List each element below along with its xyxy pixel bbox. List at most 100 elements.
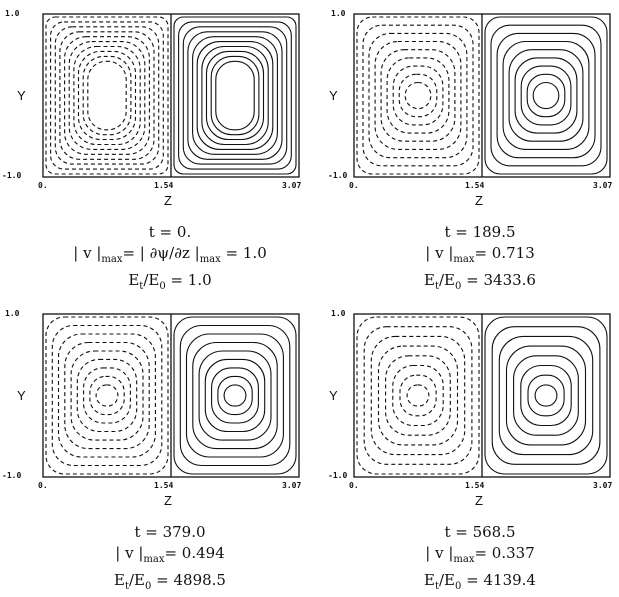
caption-2: t = 189.5 | v |max= 0.713 Et/E0 = 3433.6 [330,222,619,297]
time-label: t = 379.0 [134,523,206,541]
contour-line-solid [508,49,584,142]
contour-line-dashed [95,384,119,407]
x-tick-left: 0. [38,181,48,190]
x-tick-mid: 1.54 [465,481,485,490]
contour-line-dashed [45,16,169,175]
contour-line-dashed [73,45,141,146]
contour-line-solid [192,36,278,155]
contour-line-solid [173,316,297,475]
x-tick-right: 3.07 [593,481,613,490]
contour-line-dashed [45,316,169,475]
contour-plot-1 [42,13,300,178]
contour-line-solid [211,367,259,424]
contour-line-solid [491,326,601,465]
energy-label: Et/E0 = 1.0 [128,271,212,292]
contour-line-dashed [406,384,430,407]
x-tick-left: 0. [38,481,48,490]
contour-line-dashed [76,358,138,433]
caption-1: t = 0. | v |max= | ∂ψ/∂z |max = 1.0 Et/E… [20,222,320,297]
contour-line-solid [532,81,560,110]
contour-line-solid [513,355,579,436]
contour-line-solid [196,41,274,150]
contour-line-dashed [380,49,456,142]
contour-line-dashed [370,335,466,456]
x-axis-label: Z [475,193,483,208]
caption-3: t = 379.0 | v |max= 0.494 Et/E0 = 4898.5 [20,522,320,597]
contour-line-solid [496,32,596,159]
contour-line-solid [182,26,288,165]
y-axis-label: Y [329,88,338,103]
x-axis-label: Z [475,493,483,508]
caption-4: t = 568.5 | v |max= 0.337 Et/E0 = 4139.4 [330,522,619,597]
velocity-label: | v |max= | ∂ψ/∂z |max = 1.0 [73,244,267,265]
velocity-label: | v |max= 0.494 [115,544,225,565]
x-tick-left: 0. [349,181,359,190]
x-tick-mid: 1.54 [154,181,174,190]
contour-line-solid [215,60,255,131]
x-axis-label: Z [164,193,172,208]
contour-line-dashed [82,55,132,136]
velocity-label: | v |max= 0.337 [425,544,535,565]
contour-line-dashed [363,326,473,465]
contour-line-dashed [50,21,164,170]
contour-line-dashed [64,341,150,450]
y-axis-label: Y [17,388,26,403]
contour-line-dashed [404,81,432,110]
contour-line-dashed [362,24,474,167]
contour-line-solid [526,73,566,118]
contour-line-solid [502,40,590,150]
contour-line-solid [484,316,608,475]
contour-line-solid [201,45,269,146]
contour-line-solid [192,341,278,450]
contour-line-solid [210,55,260,136]
contour-line-solid [205,50,265,141]
contour-line-dashed [51,324,163,467]
y-tick-bottom: -1.0 [328,471,348,480]
contour-plot-3 [42,313,300,478]
contour-plot-4 [353,313,611,478]
y-tick-top: 1.0 [331,9,346,18]
contour-line-dashed [386,57,450,134]
contour-line-solid [204,358,266,433]
contour-line-solid [187,31,283,160]
contour-line-dashed [356,316,480,475]
time-label: t = 568.5 [444,523,516,541]
contour-line-dashed [377,345,459,446]
y-tick-top: 1.0 [331,309,346,318]
contour-line-solid [173,16,297,175]
y-tick-bottom: -1.0 [2,171,22,180]
y-tick-bottom: -1.0 [2,471,22,480]
contour-line-dashed [87,60,127,131]
y-axis-label: Y [329,388,338,403]
contour-line-dashed [68,41,146,150]
velocity-label: | v |max= 0.713 [425,244,535,265]
y-tick-bottom: -1.0 [328,171,348,180]
contour-line-solid [223,384,247,407]
contour-line-solid [534,384,558,407]
contour-plot-2 [353,13,611,178]
contour-line-dashed [89,375,125,416]
contour-line-dashed [54,26,160,165]
contour-line-dashed [385,355,451,436]
contour-line-solid [527,374,565,417]
contour-line-solid [490,24,602,167]
y-tick-top: 1.0 [5,309,20,318]
contour-line-solid [185,333,284,458]
contour-line-solid [217,375,253,416]
contour-line-solid [514,57,578,134]
x-tick-mid: 1.54 [465,181,485,190]
contour-line-dashed [392,65,444,126]
contour-line-solid [179,324,291,467]
contour-line-dashed [392,364,444,427]
energy-label: Et/E0 = 4898.5 [114,571,226,592]
x-tick-mid: 1.54 [154,481,174,490]
contour-line-dashed [57,333,156,458]
contour-line-dashed [399,374,437,417]
x-tick-left: 0. [349,481,359,490]
contour-line-solid [178,21,292,170]
contour-line-dashed [356,16,480,175]
contour-line-dashed [70,350,144,441]
contour-line-dashed [59,31,155,160]
contour-line-dashed [398,73,438,118]
contour-line-solid [484,16,608,175]
